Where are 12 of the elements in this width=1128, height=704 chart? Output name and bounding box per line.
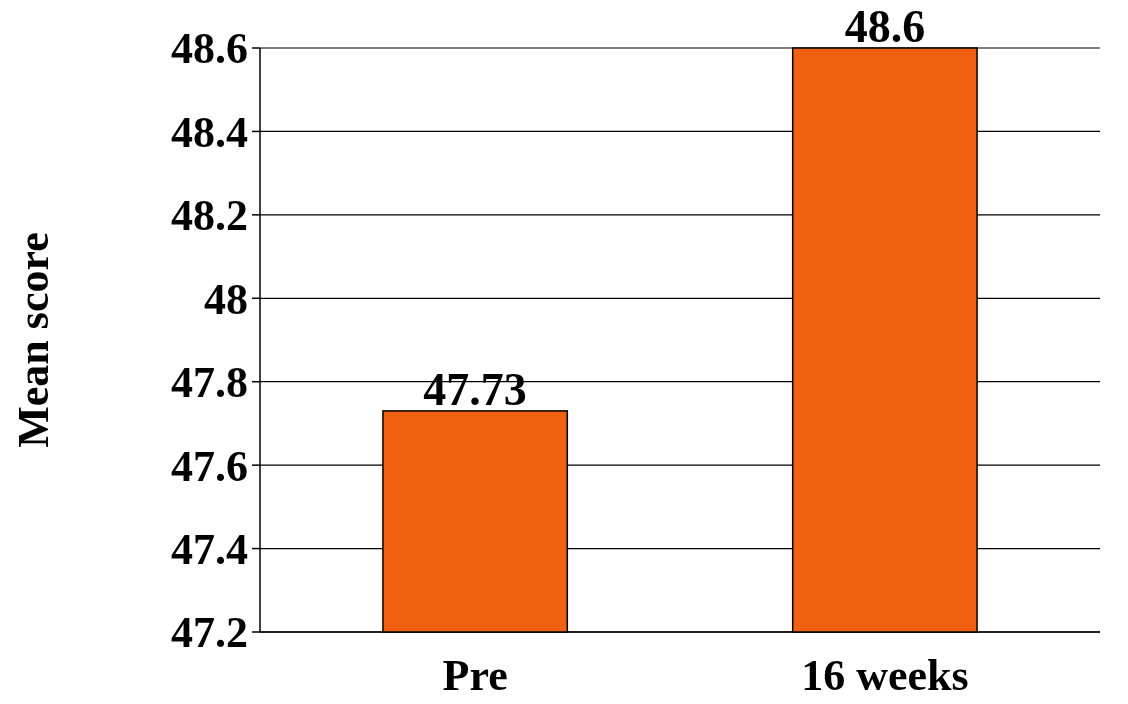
y-tick-label: 47.8 xyxy=(171,358,248,408)
x-tick-label: Pre xyxy=(442,651,508,700)
y-axis-title: Mean score xyxy=(9,232,58,448)
y-tick-label: 48 xyxy=(204,274,248,324)
y-tick-label: 47.2 xyxy=(171,608,248,658)
data-label: 48.6 xyxy=(844,1,926,52)
y-tick-label: 47.4 xyxy=(171,524,248,574)
y-tick-label: 47.6 xyxy=(171,441,248,491)
y-tick-label: 48.6 xyxy=(171,24,248,74)
y-tick-label: 48.4 xyxy=(171,107,248,157)
x-tick-label: 16 weeks xyxy=(801,651,969,700)
y-tick-label: 48.2 xyxy=(171,191,248,241)
